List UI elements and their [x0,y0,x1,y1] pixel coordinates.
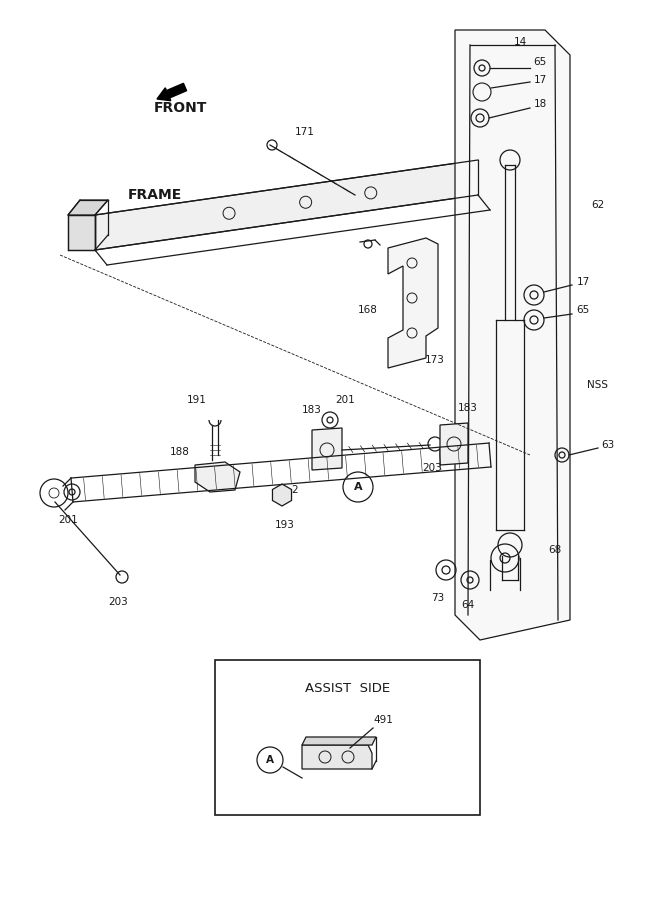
Text: 201: 201 [335,395,355,405]
Text: 64: 64 [462,600,475,610]
Text: 491: 491 [373,715,393,725]
Text: ASSIST  SIDE: ASSIST SIDE [305,681,390,695]
Text: 171: 171 [295,127,315,137]
Text: 173: 173 [425,355,445,365]
Text: 201: 201 [58,515,78,525]
Text: 183: 183 [302,405,322,415]
Text: 65: 65 [534,57,547,67]
Text: 63: 63 [602,440,614,450]
Text: 17: 17 [576,277,590,287]
Polygon shape [312,428,342,470]
Polygon shape [68,200,108,215]
Polygon shape [68,215,95,250]
Text: 2: 2 [291,485,298,495]
Text: 18: 18 [534,99,547,109]
Polygon shape [195,462,240,492]
Text: NSS: NSS [588,380,608,390]
Text: 62: 62 [592,200,604,210]
Text: 193: 193 [275,520,295,530]
Text: 65: 65 [576,305,590,315]
Polygon shape [95,160,478,250]
Text: 191: 191 [187,395,207,405]
Text: 168: 168 [358,305,378,315]
Polygon shape [440,423,468,465]
Text: 203: 203 [422,463,442,473]
Polygon shape [455,30,570,640]
Text: 203: 203 [108,597,128,607]
Polygon shape [302,737,376,745]
FancyArrow shape [157,84,187,101]
Text: 17: 17 [534,75,547,85]
Text: 68: 68 [548,545,562,555]
Text: A: A [266,755,274,765]
Bar [215,660,480,815]
Text: FRAME: FRAME [128,188,182,202]
Text: A: A [354,482,362,492]
Text: 183: 183 [458,403,478,413]
Text: FRONT: FRONT [153,101,207,115]
Text: 73: 73 [432,593,445,603]
Text: 188: 188 [170,447,190,457]
Text: 14: 14 [514,37,527,47]
Polygon shape [388,238,438,368]
Polygon shape [302,745,372,769]
Polygon shape [273,484,291,506]
